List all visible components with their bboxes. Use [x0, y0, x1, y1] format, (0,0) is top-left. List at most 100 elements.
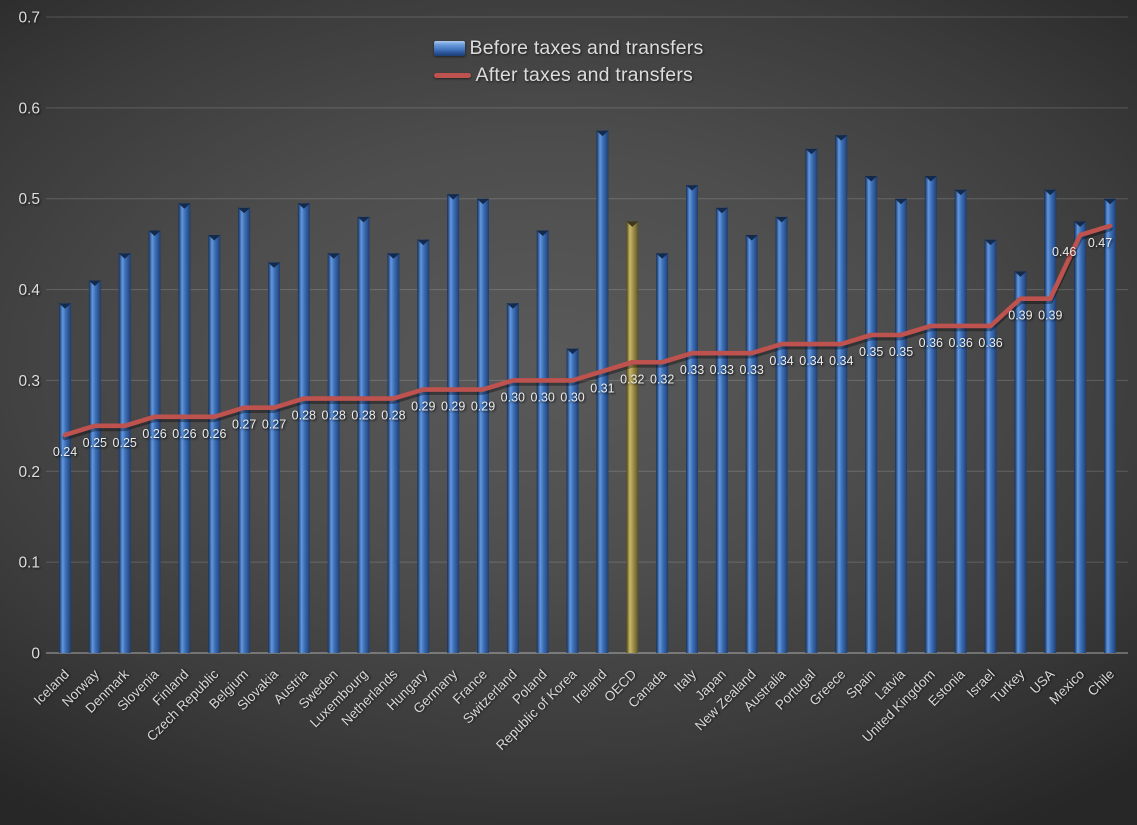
data-label: 0.35	[859, 345, 883, 359]
legend-item-before: Before taxes and transfers	[433, 37, 704, 60]
x-tick-label: Chile	[1085, 667, 1117, 699]
y-tick-label: 0.7	[18, 10, 40, 27]
bar-australia	[775, 216, 788, 653]
bar-netherlands	[387, 253, 400, 653]
data-label: 0.31	[590, 381, 614, 395]
data-label: 0.33	[710, 363, 734, 377]
bar-mexico	[1074, 221, 1087, 653]
gridlines	[46, 16, 1128, 654]
bar-ireland	[596, 130, 609, 654]
data-label: 0.24	[53, 445, 77, 459]
data-label: 0.34	[769, 354, 793, 368]
y-axis-labels: 0 0.1 0.2 0.3 0.4 0.5 0.6 0.7	[18, 10, 40, 663]
data-label: 0.28	[381, 409, 405, 423]
x-tick-label: Spain	[843, 667, 878, 702]
bar-japan	[715, 207, 728, 654]
y-tick-label: 0.4	[18, 282, 40, 299]
bar-oecd	[626, 221, 639, 653]
bar-slovenia	[148, 230, 161, 653]
data-label: 0.32	[620, 372, 644, 386]
data-label: 0.28	[322, 409, 346, 423]
bar-united-kingdom	[924, 176, 937, 653]
data-label: 0.26	[142, 427, 166, 441]
y-tick-label: 0.6	[18, 100, 40, 117]
x-tick-label: Ireland	[570, 667, 610, 707]
data-label: 0.30	[560, 390, 584, 404]
data-label: 0.28	[351, 409, 375, 423]
bar-poland	[536, 230, 549, 653]
data-label: 0.27	[262, 418, 286, 432]
y-tick-label: 0.5	[18, 191, 40, 208]
bar-france	[477, 198, 489, 653]
bar-italy	[686, 185, 698, 654]
data-label: 0.39	[1008, 309, 1032, 323]
legend-item-after: After taxes and transfers	[433, 64, 704, 87]
data-label: 0.27	[232, 418, 256, 432]
line-series-swatch-icon	[433, 73, 471, 78]
x-tick-label: Turkey	[988, 666, 1028, 706]
legend-label-before: Before taxes and transfers	[469, 37, 704, 59]
bar-chile	[1104, 198, 1116, 653]
bar-latvia	[895, 198, 907, 653]
bar-germany	[447, 194, 460, 653]
bar-republic-of-korea	[566, 348, 579, 653]
bar-turkey	[1014, 271, 1027, 653]
y-tick-label: 0.2	[18, 464, 40, 481]
data-label: 0.36	[978, 336, 1002, 350]
bar-denmark	[118, 253, 131, 653]
bar-greece	[835, 135, 848, 654]
data-label: 0.36	[949, 336, 973, 350]
data-label: 0.35	[889, 345, 913, 359]
chart-legend: Before taxes and transfers After taxes a…	[433, 37, 704, 87]
data-label: 0.34	[799, 354, 823, 368]
data-label: 0.29	[441, 400, 465, 414]
data-label: 0.30	[501, 390, 525, 404]
data-label: 0.46	[1052, 245, 1076, 259]
after-line	[62, 223, 1113, 438]
data-label: 0.26	[172, 427, 196, 441]
bar-switzerland	[506, 303, 519, 653]
y-tick-label: 0	[31, 646, 40, 663]
y-tick-label: 0.1	[18, 555, 40, 572]
bar-israel	[984, 239, 997, 653]
bar-estonia	[954, 189, 967, 653]
bar-iceland	[59, 303, 71, 653]
bar-luxembourg	[357, 216, 370, 653]
bar-canada	[656, 253, 669, 653]
data-label: 0.32	[650, 372, 674, 386]
bar-sweden	[327, 253, 340, 653]
x-axis-labels: IcelandNorwayDenmarkSloveniaFinlandCzech…	[31, 666, 1117, 753]
data-label: 0.29	[471, 400, 495, 414]
data-label: 0.34	[829, 354, 853, 368]
data-label: 0.25	[83, 436, 107, 450]
bar-hungary	[417, 239, 430, 653]
data-label: 0.26	[202, 427, 226, 441]
bar-slovakia	[268, 262, 280, 653]
legend-label-after: After taxes and transfers	[475, 64, 693, 86]
data-label: 0.33	[680, 363, 704, 377]
data-label: 0.47	[1088, 236, 1112, 250]
data-label: 0.33	[740, 363, 764, 377]
bar-austria	[297, 203, 310, 653]
line-data-labels: 0.24 0.25 0.25 0.26 0.26 0.26 0.27 0.27 0.28 0.28…	[53, 236, 1112, 459]
after-line-shadow	[62, 225, 1113, 441]
data-label: 0.30	[531, 390, 555, 404]
bar-finland	[178, 203, 191, 653]
data-label: 0.29	[411, 400, 435, 414]
bar-series-swatch-icon	[433, 41, 465, 56]
bars-group	[59, 130, 1116, 654]
y-tick-label: 0.3	[18, 373, 40, 390]
data-label: 0.28	[292, 409, 316, 423]
bar-portugal	[805, 148, 818, 653]
bar-usa	[1044, 189, 1057, 653]
data-label: 0.39	[1038, 309, 1062, 323]
bar-norway	[88, 280, 101, 653]
bar-czech-republic	[208, 235, 221, 654]
data-label: 0.36	[919, 336, 943, 350]
bar-belgium	[238, 207, 251, 654]
data-label: 0.25	[113, 436, 137, 450]
bar-spain	[865, 176, 878, 653]
bar-new-zealand	[745, 235, 758, 654]
